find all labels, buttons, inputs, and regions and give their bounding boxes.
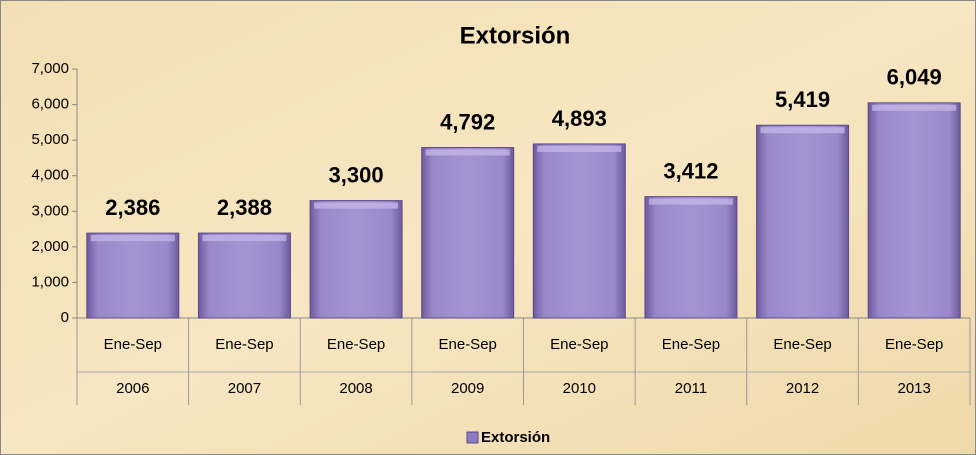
bar [197,232,291,319]
bar [756,124,850,319]
bar-top [425,149,510,156]
y-tick-label: 7,000 [31,60,69,77]
x-group-label: 2010 [563,380,596,397]
bar [532,143,626,319]
bar [867,102,961,319]
data-label: 4,893 [552,106,607,131]
bar-top [872,104,957,111]
bar-top [202,235,287,242]
y-tick-label: 0 [61,309,69,326]
y-tick-label: 6,000 [31,96,69,113]
y-tick-label: 1,000 [31,273,69,290]
bar-top [648,198,733,205]
bar-top [90,235,175,242]
x-group-label: 2007 [228,380,261,397]
x-tick-label: Ene-Sep [885,336,943,353]
chart-title: Extorsión [460,22,571,49]
data-label: 4,792 [440,109,495,134]
y-tick-label: 5,000 [31,131,69,148]
data-label: 2,388 [217,195,272,220]
x-tick-label: Ene-Sep [550,336,608,353]
x-group-label: 2011 [675,380,707,397]
x-tick-label: Ene-Sep [439,336,497,353]
x-tick-label: Ene-Sep [327,336,385,353]
bar-top [314,202,399,209]
bar [421,147,515,319]
legend-swatch [466,431,479,444]
x-group-label: 2008 [339,380,372,397]
x-tick-label: Ene-Sep [215,336,273,353]
bar [86,232,180,319]
data-label: 2,386 [105,195,160,220]
bar-top [537,145,622,152]
x-group-label: 2012 [786,380,819,397]
data-label: 3,412 [663,158,718,183]
x-group-label: 2013 [898,380,931,397]
x-tick-label: Ene-Sep [773,336,831,353]
x-tick-label: Ene-Sep [104,336,162,353]
data-label: 6,049 [887,65,942,90]
data-label: 5,419 [775,87,830,112]
bar [309,200,403,319]
bar [644,196,738,319]
y-tick-label: 3,000 [31,202,69,219]
y-tick-label: 4,000 [31,167,69,184]
y-tick-label: 2,000 [31,238,69,255]
x-group-label: 2006 [116,380,149,397]
x-tick-label: Ene-Sep [662,336,720,353]
x-group-label: 2009 [451,380,484,397]
bar-top [760,127,845,134]
legend-label: Extorsión [481,429,550,446]
data-label: 3,300 [329,162,384,187]
